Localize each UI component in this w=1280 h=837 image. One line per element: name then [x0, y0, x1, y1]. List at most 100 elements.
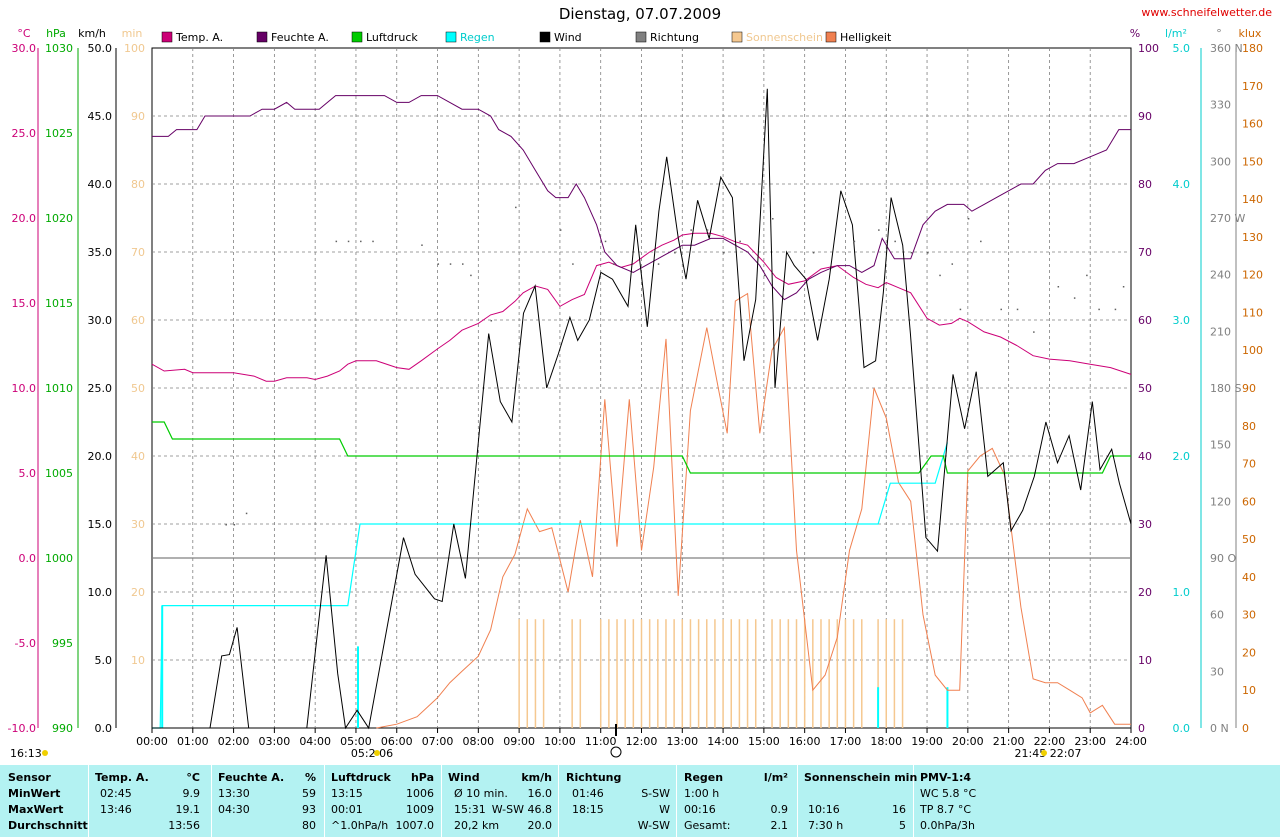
x-tick-label: 11:00 — [585, 735, 617, 748]
x-tick-label: 22:00 — [1034, 735, 1066, 748]
temp-tick: -10.0 — [8, 722, 36, 735]
sunshine-value: 5 — [899, 819, 906, 832]
x-tick-label: 00:00 — [136, 735, 168, 748]
direction-dot — [1016, 308, 1019, 311]
direction-value: W — [659, 803, 670, 816]
brightness-tick: 70 — [1242, 458, 1256, 471]
brightness-tick: 130 — [1242, 231, 1263, 244]
direction-dot — [470, 274, 472, 277]
direction-dot — [559, 229, 562, 231]
direction-dot — [939, 274, 941, 277]
sunshine-time: 7:30 h — [808, 819, 844, 832]
pressure-tick: 1000 — [45, 552, 73, 565]
column-separator — [913, 765, 914, 837]
temp-time: 13:46 — [100, 803, 132, 816]
humidity-tick: 0 — [1138, 722, 1145, 735]
header-rain: Regen — [684, 771, 724, 784]
wind-tick: 5.0 — [95, 654, 113, 667]
humidity-unit: % — [1130, 27, 1140, 40]
pressure-unit: hPa — [46, 27, 66, 40]
header-pressure: Luftdruck — [331, 771, 391, 784]
legend-swatch — [351, 31, 363, 43]
direction-dot — [959, 308, 962, 311]
x-tick-label: 13:00 — [666, 735, 698, 748]
rain-tick: 4.0 — [1173, 178, 1191, 191]
wind-tick: 35.0 — [88, 246, 113, 259]
pressure-time: ^1.0hPa/h — [331, 819, 389, 832]
temp-unit: °C — [17, 27, 31, 40]
brightness-tick: 90 — [1242, 382, 1256, 395]
brightness-tick: 20 — [1242, 646, 1256, 659]
x-tick-label: 19:00 — [911, 735, 943, 748]
row-label: MaxWert — [8, 803, 64, 816]
humidity-tick: 90 — [1138, 110, 1152, 123]
sunshine-tick: 40 — [131, 450, 145, 463]
humidity-tick: 30 — [1138, 518, 1152, 531]
direction-value: S-SW — [641, 787, 670, 800]
pressure-value: 1009 — [406, 803, 434, 816]
brightness-tick: 100 — [1242, 344, 1263, 357]
direction-dot — [449, 263, 452, 265]
wind-tick: 45.0 — [88, 110, 113, 123]
rain-tick: 5.0 — [1173, 42, 1191, 55]
temp-tick: 10.0 — [12, 382, 37, 395]
wind-time: Ø 10 min. — [454, 787, 508, 800]
x-tick-label: 12:00 — [626, 735, 658, 748]
column-separator — [797, 765, 798, 837]
wind-tick: 40.0 — [88, 178, 113, 191]
legend-label: Helligkeit — [840, 31, 892, 44]
wind-time: 20,2 km — [454, 819, 500, 832]
wind-tick: 10.0 — [88, 586, 113, 599]
header-direction: Richtung — [566, 771, 622, 784]
row-label: Durchschnitt — [8, 819, 88, 832]
noon-circle — [610, 746, 622, 758]
x-tick-label: 15:00 — [748, 735, 780, 748]
direction-dot — [462, 263, 464, 265]
x-tick-label: 04:00 — [299, 735, 331, 748]
pressure-tick: 1030 — [45, 42, 73, 55]
direction-time: 01:46 — [572, 787, 604, 800]
brightness-tick: 30 — [1242, 609, 1256, 622]
humidity-tick: 50 — [1138, 382, 1152, 395]
sunshine-tick: 10 — [131, 654, 145, 667]
direction-dot — [951, 263, 954, 265]
direction-dot — [894, 240, 896, 243]
direction-value: W-SW — [637, 819, 670, 832]
legend-label: Richtung — [650, 31, 699, 44]
pressure-tick: 1010 — [45, 382, 73, 395]
direction-dot — [347, 240, 350, 243]
direction-tick: 90 O — [1210, 552, 1236, 565]
humidity-value: 93 — [302, 803, 316, 816]
wind-value: 16.0 — [527, 787, 553, 800]
stats-panel: Sensor Temp. A. °C Feuchte A.% Luftdruck hPa W… — [0, 765, 1280, 837]
direction-dot — [225, 524, 227, 526]
x-tick-label: 07:00 — [422, 735, 454, 748]
temp-tick: 15.0 — [12, 297, 37, 310]
header-sensor: Sensor — [8, 771, 51, 784]
direction-dot — [763, 274, 766, 277]
rain-value: 2.1 — [770, 819, 789, 832]
brightness-tick: 150 — [1242, 155, 1263, 168]
legend-label: Regen — [460, 31, 495, 44]
sun-icon — [374, 750, 380, 756]
humidity-time: 04:30 — [218, 803, 250, 816]
temp-tick: 5.0 — [19, 467, 37, 480]
sunshine-value: 16 — [892, 803, 906, 816]
rain-time: 1:00 h — [684, 787, 720, 800]
x-tick-label: 17:00 — [830, 735, 862, 748]
column-separator — [558, 765, 559, 837]
sunshine-unit: min — [122, 27, 143, 40]
wind-tick: 15.0 — [88, 518, 113, 531]
direction-dot — [739, 240, 741, 243]
direction-dot — [233, 524, 236, 526]
wind-unit: km/h — [78, 27, 106, 40]
x-tick-label: 18:00 — [870, 735, 902, 748]
sunshine-tick: 50 — [131, 382, 145, 395]
temp-time: 02:45 — [100, 787, 132, 800]
humidity-tick: 60 — [1138, 314, 1152, 327]
pmv-value: TP 8.7 °C — [920, 803, 972, 816]
brightness-tick: 140 — [1242, 193, 1263, 206]
brightness-tick: 10 — [1242, 684, 1256, 697]
legend-swatch — [539, 31, 551, 43]
direction-dot — [967, 218, 970, 220]
